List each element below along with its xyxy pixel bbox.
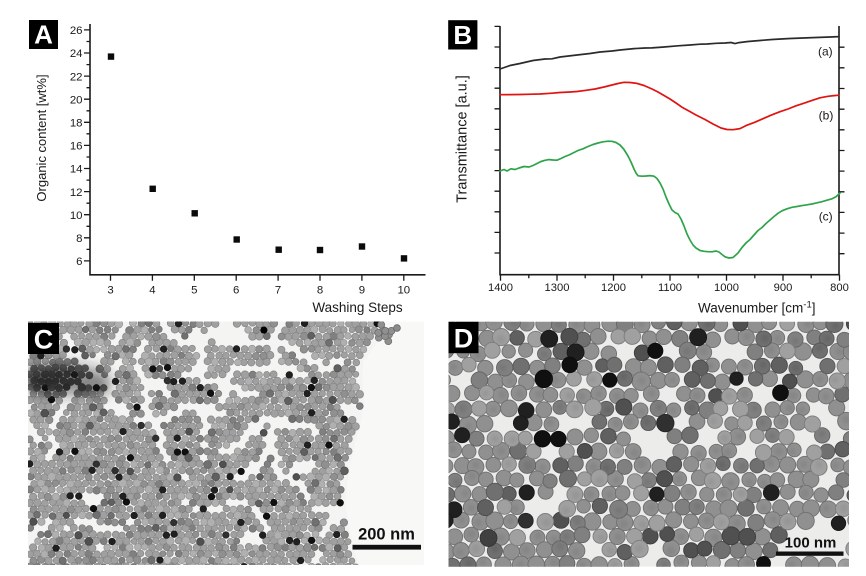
- svg-text:1400: 1400: [488, 282, 513, 294]
- svg-text:(c): (c): [819, 210, 833, 224]
- svg-text:6: 6: [76, 256, 82, 268]
- svg-text:1100: 1100: [658, 282, 682, 294]
- svg-text:1300: 1300: [545, 282, 570, 294]
- svg-text:200 nm: 200 nm: [358, 526, 415, 544]
- svg-text:D: D: [454, 324, 474, 354]
- svg-text:7: 7: [275, 285, 281, 297]
- svg-text:(b): (b): [819, 109, 834, 123]
- svg-text:900: 900: [774, 282, 793, 294]
- svg-text:Transmittance [a.u.]: Transmittance [a.u.]: [455, 75, 471, 203]
- svg-text:8: 8: [317, 285, 323, 297]
- svg-text:8: 8: [76, 233, 82, 245]
- svg-text:10: 10: [397, 285, 410, 297]
- svg-text:100 nm: 100 nm: [785, 535, 837, 552]
- svg-text:24: 24: [70, 48, 83, 60]
- svg-text:14: 14: [70, 164, 83, 176]
- svg-text:18: 18: [70, 118, 83, 130]
- svg-text:3: 3: [107, 285, 113, 297]
- svg-text:800: 800: [830, 282, 849, 294]
- svg-text:A: A: [34, 20, 53, 50]
- svg-text:Washing Steps: Washing Steps: [312, 300, 403, 315]
- svg-text:9: 9: [359, 285, 365, 297]
- svg-text:16: 16: [70, 141, 83, 153]
- svg-text:4: 4: [149, 285, 155, 297]
- svg-text:Organic content [wt%]: Organic content [wt%]: [34, 74, 49, 201]
- svg-text:C: C: [34, 325, 54, 355]
- svg-text:Wavenumber [cm-1]: Wavenumber [cm-1]: [698, 299, 816, 316]
- svg-text:26: 26: [70, 25, 83, 37]
- svg-text:1000: 1000: [714, 282, 739, 294]
- svg-text:(a): (a): [818, 45, 833, 59]
- svg-text:5: 5: [191, 285, 197, 297]
- svg-text:20: 20: [70, 94, 83, 106]
- svg-text:1200: 1200: [601, 282, 626, 294]
- svg-text:12: 12: [70, 187, 83, 199]
- svg-text:10: 10: [70, 210, 83, 222]
- svg-text:22: 22: [70, 71, 83, 83]
- svg-text:6: 6: [233, 285, 239, 297]
- svg-text:B: B: [453, 20, 472, 50]
